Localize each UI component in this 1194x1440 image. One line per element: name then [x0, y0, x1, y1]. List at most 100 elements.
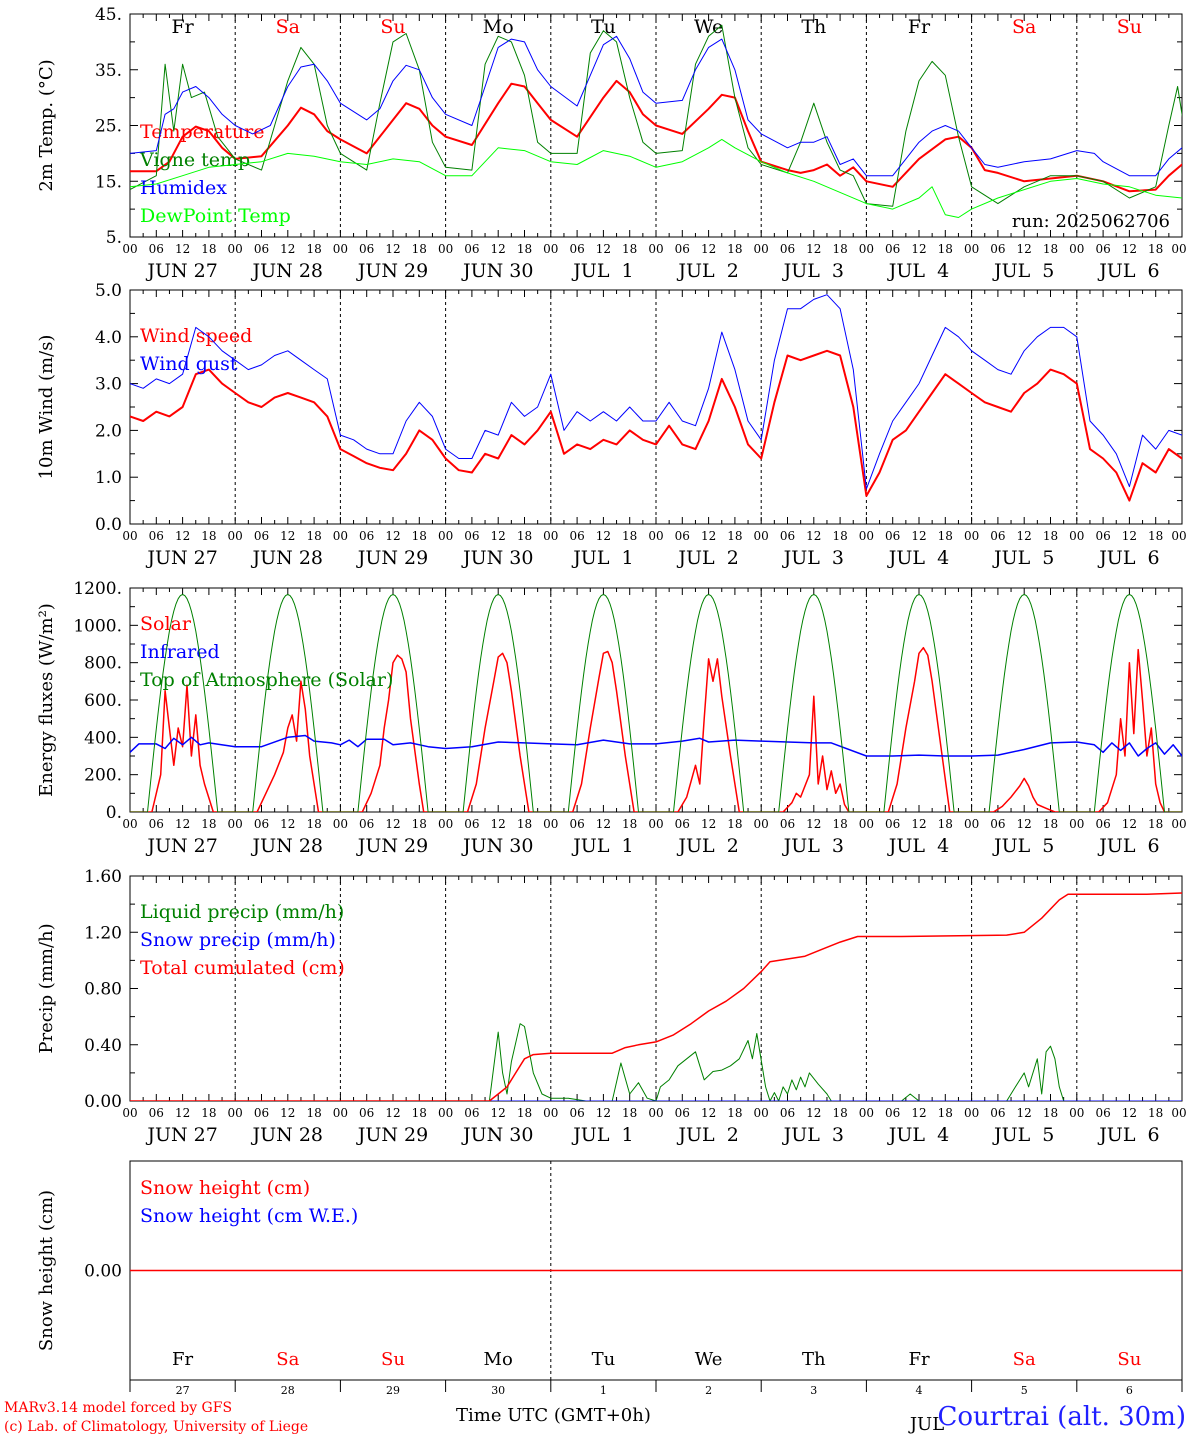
date-label: JUN 29 — [356, 835, 428, 857]
hour-tick-label: 06 — [254, 529, 269, 543]
y-tick-label: 600. — [84, 691, 122, 711]
y-axis-label: Snow height (cm) — [36, 1190, 57, 1351]
day-number-label: 30 — [491, 1384, 505, 1397]
date-label: JUL 6 — [1097, 835, 1159, 857]
hour-tick-label: 00 — [1171, 1106, 1186, 1120]
date-label: JUN 28 — [251, 547, 323, 569]
date-label: JUN 27 — [145, 835, 217, 857]
y-axis-label: Energy fluxes (W/m²) — [36, 603, 57, 797]
day-number-label: 2 — [705, 1384, 712, 1397]
weekday-label: Su — [380, 16, 405, 38]
hour-tick-label: 12 — [385, 529, 400, 543]
hour-tick-label: 00 — [754, 817, 769, 831]
hour-tick-label: 06 — [149, 817, 164, 831]
hour-tick-label: 06 — [464, 242, 479, 256]
weekday-label: Sa — [276, 16, 300, 38]
hour-tick-label: 12 — [1122, 242, 1137, 256]
series-line-dewpoint-temp — [130, 138, 1182, 218]
y-tick-label: 200. — [84, 766, 122, 786]
hour-tick-label: 00 — [228, 242, 243, 256]
series-line-temperature — [130, 79, 1182, 193]
weekday-label: Th — [802, 1349, 826, 1370]
hour-tick-label: 00 — [228, 529, 243, 543]
weekday-label: Fr — [172, 1349, 193, 1370]
panel-snow: 27 Fr 28 Sa 29 Su 30 Mo 1 Tu 2 We 3 Th 4 Fr 5 Sa 6 Su JUL 0.0… — [36, 1160, 1183, 1435]
weekday-label: Fr — [908, 1349, 929, 1370]
weekday-label: Mo — [484, 1349, 513, 1370]
hour-tick-label: 18 — [306, 242, 321, 256]
hour-tick-label: 18 — [412, 242, 427, 256]
hour-tick-label: 18 — [1043, 529, 1058, 543]
day-number-label: 1 — [600, 1384, 607, 1397]
date-label: JUN 30 — [461, 1124, 533, 1146]
y-tick-label: 0.80 — [84, 980, 122, 1000]
y-tick-label: 1.20 — [84, 923, 122, 943]
hour-tick-label: 12 — [701, 529, 716, 543]
hour-tick-label: 18 — [622, 1106, 637, 1120]
panel-temp: 00 06 12 18 00 06 12 18 00 06 12 18 00 06 12 18 00 06 12 18… — [36, 5, 1187, 282]
series-line-total-cumulated-cm- — [130, 892, 1182, 1101]
hour-tick-label: 00 — [122, 817, 137, 831]
hour-tick-label: 00 — [333, 1106, 348, 1120]
hour-tick-label: 12 — [806, 817, 821, 831]
hour-tick-label: 12 — [175, 242, 190, 256]
hour-tick-label: 00 — [964, 1106, 979, 1120]
hour-tick-label: 12 — [701, 1106, 716, 1120]
hour-tick-label: 00 — [543, 529, 558, 543]
hour-tick-label: 00 — [859, 242, 874, 256]
weekday-label: Su — [1117, 16, 1142, 38]
hour-tick-label: 00 — [438, 1106, 453, 1120]
hour-tick-label: 00 — [122, 529, 137, 543]
date-label: JUL 6 — [1097, 260, 1159, 282]
hour-tick-label: 06 — [359, 242, 374, 256]
weekday-label: Sa — [1013, 1349, 1036, 1370]
y-tick-label: 800. — [84, 654, 122, 674]
hour-tick-label: 00 — [1171, 242, 1186, 256]
hour-tick-label: 00 — [648, 242, 663, 256]
hour-tick-label: 00 — [228, 817, 243, 831]
hour-tick-label: 12 — [911, 817, 926, 831]
date-label: JUL 5 — [992, 260, 1054, 282]
y-axis-label: Precip (mm/h) — [36, 923, 57, 1053]
hour-tick-label: 12 — [385, 242, 400, 256]
date-label: JUL 2 — [676, 1124, 738, 1146]
hour-tick-label: 18 — [1148, 817, 1163, 831]
hour-tick-label: 06 — [675, 1106, 690, 1120]
y-axis-label: 2m Temp. (°C) — [36, 59, 57, 191]
hour-tick-label: 00 — [122, 1106, 137, 1120]
y-tick-label: 400. — [84, 728, 122, 748]
hour-tick-label: 06 — [990, 817, 1005, 831]
hour-tick-label: 06 — [1095, 529, 1110, 543]
hour-tick-label: 00 — [543, 1106, 558, 1120]
hour-tick-label: 12 — [491, 1106, 506, 1120]
day-number-label: 29 — [386, 1384, 400, 1397]
y-tick-label: 0. — [106, 803, 122, 823]
hour-tick-label: 06 — [464, 529, 479, 543]
series-line-humidex — [130, 35, 1182, 177]
hour-tick-label: 18 — [412, 1106, 427, 1120]
hour-tick-label: 06 — [464, 1106, 479, 1120]
hour-tick-label: 06 — [885, 242, 900, 256]
date-label: JUN 29 — [356, 547, 428, 569]
hour-tick-label: 00 — [1171, 817, 1186, 831]
hour-tick-label: 18 — [412, 529, 427, 543]
hour-tick-label: 12 — [1122, 817, 1137, 831]
hour-tick-label: 18 — [938, 242, 953, 256]
hour-tick-label: 00 — [543, 817, 558, 831]
hour-tick-label: 06 — [1095, 242, 1110, 256]
legend-entry: Vigne temp — [139, 149, 250, 171]
hour-tick-label: 18 — [938, 817, 953, 831]
date-label: JUN 29 — [356, 1124, 428, 1146]
hour-tick-label: 12 — [491, 242, 506, 256]
date-label: JUL 1 — [571, 835, 633, 857]
hour-tick-label: 18 — [727, 1106, 742, 1120]
hour-tick-label: 00 — [438, 529, 453, 543]
hour-tick-label: 00 — [333, 529, 348, 543]
hour-tick-label: 06 — [780, 817, 795, 831]
y-tick-label: 5.0 — [95, 281, 122, 301]
hour-tick-label: 18 — [517, 817, 532, 831]
hour-tick-label: 06 — [885, 817, 900, 831]
hour-tick-label: 00 — [648, 529, 663, 543]
y-tick-label: 15. — [95, 172, 122, 192]
legend-entry: Wind speed — [140, 325, 252, 347]
